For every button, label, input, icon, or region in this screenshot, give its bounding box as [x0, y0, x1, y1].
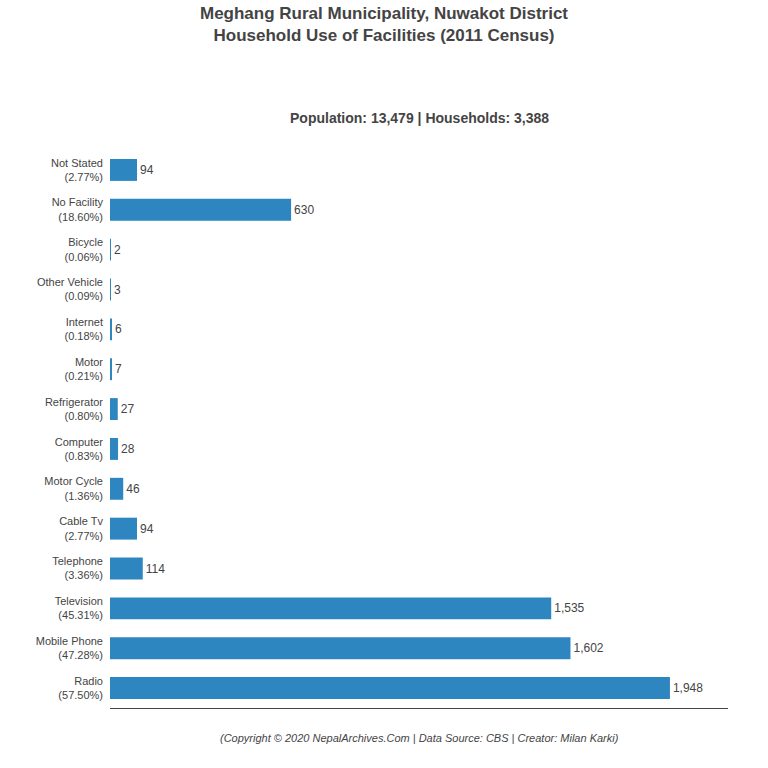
svg-text:94: 94 — [140, 163, 154, 177]
svg-text:1,948: 1,948 — [673, 681, 703, 695]
svg-text:Other Vehicle(0.09%): Other Vehicle(0.09%) — [37, 276, 103, 302]
svg-text:3: 3 — [114, 283, 121, 297]
svg-text:Mobile Phone(47.28%): Mobile Phone(47.28%) — [36, 635, 103, 661]
svg-text:Computer(0.83%): Computer(0.83%) — [55, 436, 104, 462]
svg-text:Refrigerator(0.80%): Refrigerator(0.80%) — [45, 396, 103, 422]
svg-text:630: 630 — [294, 203, 314, 217]
svg-text:Telephone(3.36%): Telephone(3.36%) — [52, 555, 103, 581]
svg-text:28: 28 — [121, 442, 135, 456]
svg-text:7: 7 — [115, 362, 122, 376]
svg-text:Not Stated(2.77%): Not Stated(2.77%) — [51, 157, 103, 183]
svg-text:(Copyright © 2020 NepalArchive: (Copyright © 2020 NepalArchives.Com | Da… — [220, 732, 619, 744]
svg-text:2: 2 — [114, 243, 121, 257]
svg-text:Motor Cycle(1.36%): Motor Cycle(1.36%) — [44, 475, 103, 501]
svg-text:Cable Tv(2.77%): Cable Tv(2.77%) — [59, 515, 103, 541]
svg-text:No Facility(18.60%): No Facility(18.60%) — [52, 196, 104, 222]
svg-text:Meghang Rural Municipality, Nu: Meghang Rural Municipality, Nuwakot Dist… — [200, 4, 568, 45]
svg-text:Population: 13,479 | Household: Population: 13,479 | Households: 3,388 — [290, 110, 549, 126]
svg-text:1,602: 1,602 — [573, 641, 603, 655]
svg-text:46: 46 — [126, 482, 140, 496]
svg-text:Internet(0.18%): Internet(0.18%) — [64, 316, 103, 342]
svg-text:94: 94 — [140, 522, 154, 536]
svg-text:Television(45.31%): Television(45.31%) — [55, 595, 103, 621]
svg-text:Bicycle(0.06%): Bicycle(0.06%) — [64, 236, 103, 262]
svg-text:Motor(0.21%): Motor(0.21%) — [64, 356, 103, 382]
svg-text:6: 6 — [115, 322, 122, 336]
svg-text:1,535: 1,535 — [554, 601, 584, 615]
svg-text:27: 27 — [121, 402, 135, 416]
svg-text:114: 114 — [146, 562, 165, 576]
svg-text:Radio(57.50%): Radio(57.50%) — [58, 675, 103, 701]
